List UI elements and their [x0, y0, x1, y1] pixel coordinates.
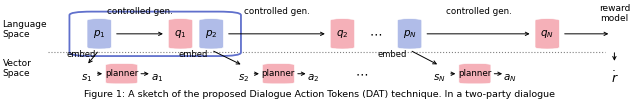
Text: $q_N$: $q_N$ [540, 28, 554, 40]
Text: Language
Space: Language Space [3, 20, 47, 39]
Text: $s_2$: $s_2$ [237, 72, 249, 84]
Text: reward
model: reward model [598, 4, 630, 23]
Text: embed: embed [67, 50, 96, 59]
Text: $a_N$: $a_N$ [503, 72, 517, 84]
Text: $s_N$: $s_N$ [433, 72, 446, 84]
Text: $p_1$: $p_1$ [93, 28, 106, 40]
Text: $q_2$: $q_2$ [336, 28, 349, 40]
Text: $a_2$: $a_2$ [307, 72, 320, 84]
FancyBboxPatch shape [459, 64, 491, 84]
FancyBboxPatch shape [397, 19, 422, 49]
Text: Figure 1: A sketch of the proposed Dialogue Action Tokens (DAT) technique. In a : Figure 1: A sketch of the proposed Dialo… [84, 90, 556, 99]
FancyBboxPatch shape [168, 19, 193, 49]
Text: $\cdots$: $\cdots$ [369, 27, 383, 40]
Text: $s_1$: $s_1$ [81, 72, 92, 84]
Text: $a_1$: $a_1$ [150, 72, 163, 84]
Text: embed: embed [179, 50, 208, 59]
Text: $\cdots$: $\cdots$ [355, 67, 368, 80]
FancyBboxPatch shape [106, 64, 138, 84]
Text: planner: planner [458, 69, 492, 78]
Text: planner: planner [105, 69, 138, 78]
Text: $p_2$: $p_2$ [205, 28, 218, 40]
FancyBboxPatch shape [535, 19, 559, 49]
Text: embed: embed [377, 50, 406, 59]
FancyBboxPatch shape [199, 19, 223, 49]
Text: controlled gen.: controlled gen. [445, 7, 511, 16]
Text: controlled gen.: controlled gen. [244, 7, 310, 16]
Text: controlled gen.: controlled gen. [107, 7, 173, 16]
FancyBboxPatch shape [87, 19, 111, 49]
Text: planner: planner [262, 69, 295, 78]
Text: $q_1$: $q_1$ [174, 28, 187, 40]
Text: Vector
Space: Vector Space [3, 59, 31, 78]
FancyBboxPatch shape [262, 64, 294, 84]
FancyBboxPatch shape [330, 19, 355, 49]
Text: $\boldsymbol{\dot{r}}$: $\boldsymbol{\dot{r}}$ [611, 70, 618, 86]
Text: $p_N$: $p_N$ [403, 28, 417, 40]
